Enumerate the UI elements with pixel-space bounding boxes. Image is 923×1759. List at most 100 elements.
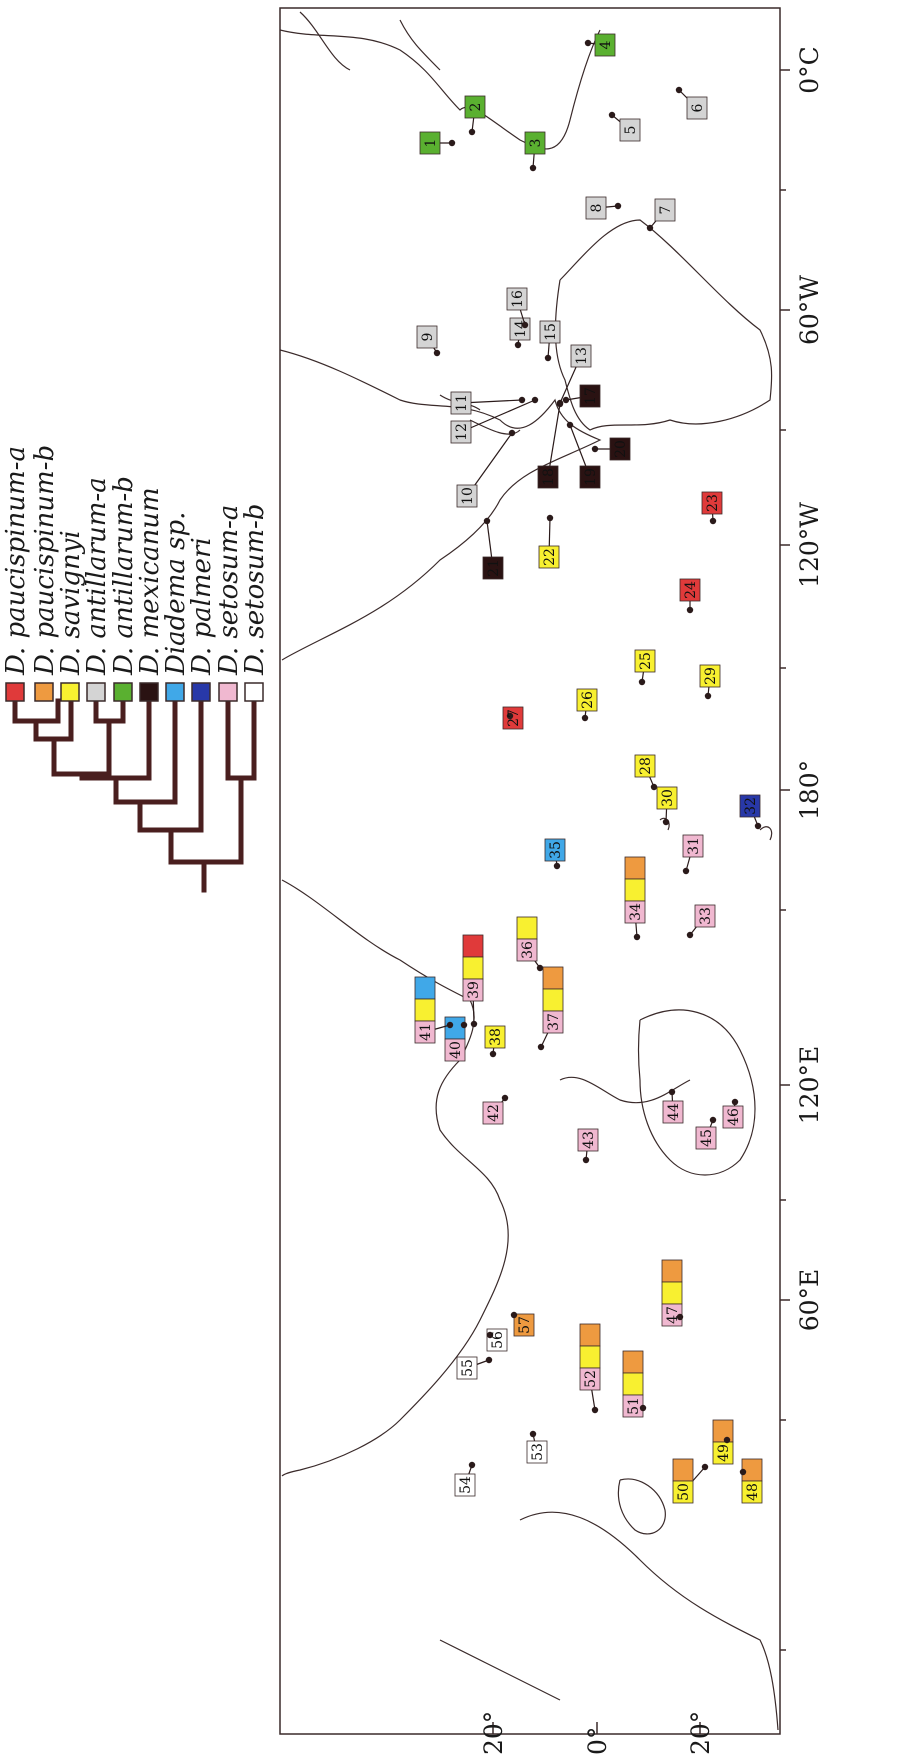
site-marker: 16 (506, 287, 529, 329)
site-number: 18 (541, 468, 557, 486)
legend-swatch (5, 682, 25, 702)
legend-swatch (86, 682, 106, 702)
site-box (679, 578, 701, 602)
site-dot (704, 692, 712, 700)
site-number: 21 (486, 559, 502, 577)
site-number: 19 (583, 468, 599, 486)
site-number: 50 (676, 1483, 692, 1501)
site-box (516, 938, 538, 962)
site-dot (566, 421, 574, 429)
site-box (682, 834, 704, 858)
site-number: 26 (580, 691, 596, 709)
site-box (542, 966, 564, 990)
legend-label: D. setosum-a (214, 505, 244, 676)
site-box (699, 664, 721, 688)
site-dot (514, 341, 522, 349)
site-box (701, 491, 723, 515)
site-dot (546, 514, 554, 522)
site-box (462, 978, 484, 1002)
site-box (444, 1016, 466, 1040)
site-dot (591, 1406, 599, 1414)
site-number: 32 (743, 797, 759, 815)
site-number: 27 (506, 709, 522, 727)
site-dot (510, 1311, 518, 1319)
site-marker: 23 (701, 491, 723, 525)
site-number: 23 (705, 494, 721, 512)
site-dot (501, 1094, 509, 1102)
site-box (516, 916, 538, 940)
site-dot (562, 396, 570, 404)
site-dot (676, 1313, 684, 1321)
site-dot (529, 164, 537, 172)
site-number: 31 (686, 837, 702, 855)
site-number: 29 (703, 667, 719, 685)
site-box (622, 1350, 644, 1374)
site-marker: 9 (416, 325, 441, 357)
site-box (570, 344, 592, 368)
site-box (672, 1458, 694, 1482)
site-box (414, 1020, 436, 1044)
site-box (694, 904, 716, 928)
site-box (579, 1367, 601, 1391)
site-dot (633, 933, 641, 941)
site-marker: 41 (414, 976, 454, 1044)
site-dot (460, 1021, 468, 1029)
site-number: 35 (548, 841, 564, 859)
site-number: 48 (745, 1483, 761, 1501)
site-dot (723, 1436, 731, 1444)
site-box (416, 325, 438, 349)
site-dot (650, 783, 658, 791)
site-leader (460, 399, 536, 433)
site-marker: 29 (699, 664, 721, 700)
site-number: 56 (490, 1331, 506, 1349)
site-number: 10 (460, 487, 476, 505)
site-marker: 25 (634, 649, 656, 686)
site-number: 12 (454, 423, 470, 441)
site-dot (531, 396, 539, 404)
site-box (654, 198, 676, 222)
site-number: 9 (420, 333, 436, 342)
lon-tick-label: 0°C (795, 46, 824, 94)
site-box (594, 33, 616, 57)
site-marker: 56 (486, 1328, 508, 1352)
site-box (695, 1126, 717, 1150)
site-number: 15 (543, 323, 559, 341)
site-dot (614, 202, 622, 210)
lon-tick-label: 60°E (795, 1269, 824, 1332)
legend-label: D. savignyi (56, 530, 86, 676)
site-box (722, 1105, 744, 1129)
site-marker: 1 (419, 131, 456, 155)
site-number: 22 (542, 548, 558, 566)
site-box (576, 688, 598, 712)
site-dot (662, 818, 670, 826)
site-box (462, 934, 484, 958)
site-marker: 12 (450, 396, 539, 444)
site-number: 3 (528, 139, 544, 148)
site-marker: 27 (502, 706, 524, 730)
site-dot (489, 1050, 497, 1058)
site-box (450, 420, 472, 444)
site-box (634, 649, 656, 673)
site-marker: 35 (544, 838, 566, 870)
site-dot (529, 1430, 537, 1438)
site-box (454, 1473, 476, 1497)
site-box (619, 118, 641, 142)
site-dot (506, 712, 514, 720)
site-dot (584, 39, 592, 47)
site-marker: 32 (739, 794, 762, 830)
site-box (634, 754, 656, 778)
site-number: 46 (726, 1108, 742, 1126)
legend-label: D. setosum-b (240, 504, 270, 676)
species-legend: D. paucispinum-a D. paucispinum-bD. savig… (1, 445, 270, 702)
site-box (672, 1480, 694, 1504)
site-number: 38 (488, 1028, 504, 1046)
site-dot (638, 678, 646, 686)
site-box (577, 1128, 599, 1152)
site-marker: 42 (482, 1094, 509, 1125)
site-dot (521, 321, 529, 329)
site-marker: 52 (579, 1323, 601, 1414)
site-box (482, 1101, 504, 1125)
site-box (585, 196, 607, 220)
longitude-axis: 0°C 60°W 120°W 180° 120°E 60°E (780, 46, 824, 1651)
site-number: 11 (454, 394, 470, 412)
